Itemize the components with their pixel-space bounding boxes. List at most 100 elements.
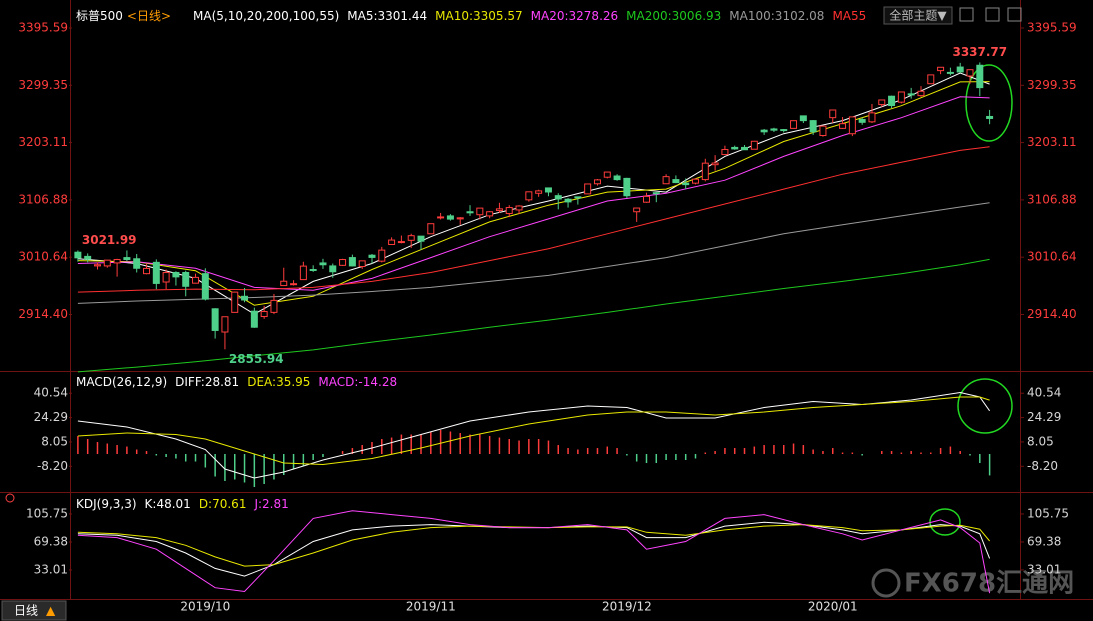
candle-body [907,93,915,96]
legend-entry: MA55 [832,9,866,23]
candle-body [339,259,347,266]
theme-button[interactable] [883,6,953,25]
period: <日线> [127,9,171,23]
candle-body [848,116,856,135]
candle-body [505,207,513,215]
series-line [77,396,990,466]
candle-body [652,192,660,195]
candle-body [515,205,523,211]
period-tab-arrow[interactable]: ▲ [46,604,56,618]
candle-body [329,265,337,273]
indicator-name: MA(5,10,20,200,100,55) [193,9,339,23]
y-tick-label: 3203.11 [18,135,68,149]
icon-button[interactable] [985,7,1000,22]
candle-body [976,64,984,89]
icon-button[interactable] [959,7,974,22]
candle-body [966,69,974,77]
x-tick-label: 2019/11 [406,600,456,614]
candle-body [456,217,464,220]
legend-entry: MA200:3006.93 [626,9,721,23]
theme-button-label[interactable]: 全部主题▼ [889,8,947,23]
x-tick-label: 2020/01 [808,600,858,614]
candle-body [93,264,101,267]
candle-body [133,258,141,269]
candle-body [770,128,778,131]
candle-body [427,223,435,235]
candle-body [368,254,376,258]
candle-body [927,74,935,85]
candle-body [143,267,151,275]
series-line [77,258,990,373]
y-tick-label-right: 33.01 [1027,562,1061,576]
candle-body [231,291,239,313]
candle-body [250,310,258,328]
y-tick-label-right: 3299.35 [1027,78,1077,92]
y-tick-label: 33.01 [34,562,68,576]
y-tick-label-right: 8.05 [1027,434,1054,448]
candle-body [701,162,709,181]
x-tick-label: 2019/12 [602,600,652,614]
candle-body [662,176,670,185]
panel-legend: KDJ(9,3,3) K:48.01 D:70.61 J:2.81 [76,497,289,511]
series-line [77,146,990,293]
candle-body [584,183,592,195]
period-tab-label[interactable]: 日线 [14,604,38,618]
candle-body [603,171,611,178]
series-line [77,524,990,567]
candle-body [858,118,866,123]
candle-body [760,129,768,133]
candle-body [309,268,317,271]
highlight-circle [957,378,1013,434]
candle-body [564,198,572,203]
legend-entry: MA100:3102.08 [729,9,824,23]
candle-body [260,311,268,318]
candle-body [201,273,209,300]
legend-entry: D:70.61 [199,497,247,511]
x-tick-label: 2019/10 [180,600,230,614]
candle-body [799,115,807,122]
watermark-logo [871,568,901,598]
symbol: 标普500 [76,9,123,23]
candle-body [221,316,229,333]
candle-body [633,207,641,213]
candle-body [544,187,552,193]
legend-entry: MA10:3305.57 [435,9,523,23]
y-tick-label: 3299.35 [18,78,68,92]
candle-body [574,196,582,199]
watermark: FX678汇通网 [904,569,1074,599]
panel-legend: 标普500 <日线> MA(5,10,20,200,100,55) MA5:3301.… [76,9,866,23]
candle-body [192,276,200,284]
candle-body [241,295,249,301]
series-line [77,96,990,291]
candle-body [280,280,288,287]
candle-body [986,115,994,119]
candle-body [682,182,690,186]
legend-entry: DIFF:28.81 [175,375,239,389]
y-tick-label: 24.29 [34,410,68,424]
candle-body [299,265,307,281]
candle-body [868,112,876,123]
candle-body [839,123,847,129]
candle-body [358,260,366,268]
candle-body [917,90,925,97]
candle-body [780,129,788,132]
period-tab[interactable] [1,600,67,621]
candle-body [84,255,92,260]
legend-entry: DEA:35.95 [247,375,310,389]
candle-body [593,179,601,185]
candle-body [535,190,543,194]
icon-button[interactable] [1007,7,1022,22]
candle-body [397,241,405,244]
panel-icon[interactable] [5,493,15,503]
y-tick-label-right: 105.75 [1027,506,1069,520]
candle-body [74,251,82,259]
candle-body [790,120,798,129]
annotation: 3021.99 [82,233,137,247]
candle-body [388,239,396,245]
y-tick-label: 2914.40 [18,307,68,321]
candle-body [878,99,886,106]
candle-body [378,249,386,262]
